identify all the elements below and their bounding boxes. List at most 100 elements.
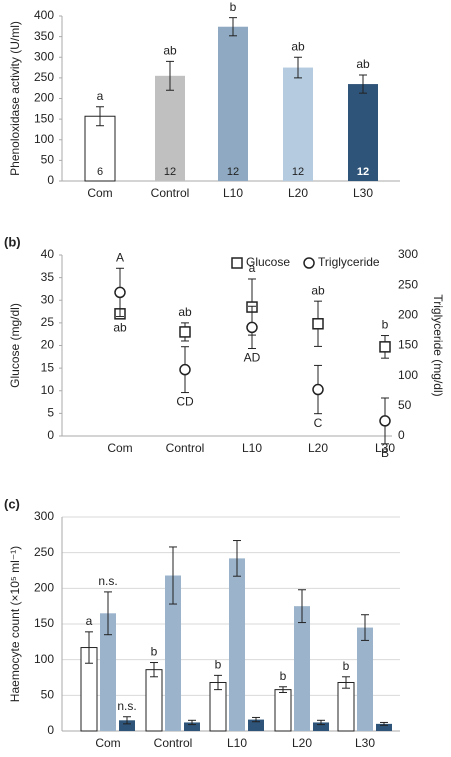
legend-marker	[231, 257, 243, 269]
y-tick-label: 40	[41, 247, 55, 261]
y2-axis-label: Triglyceride (mg/dl)	[431, 294, 445, 396]
sample-size: 6	[97, 166, 103, 178]
bar	[283, 67, 313, 181]
bar	[119, 720, 135, 731]
significance-label: b	[343, 659, 350, 673]
sample-size: 12	[227, 166, 239, 178]
x-tick-label: L20	[308, 441, 328, 455]
y-axis-label: Phenoloxidase activity (U/ml)	[8, 21, 22, 176]
y2-tick-label: 300	[398, 247, 418, 261]
x-tick-label: Com	[95, 736, 120, 750]
y-tick-label: 50	[41, 153, 55, 167]
sample-size: 12	[292, 166, 304, 178]
x-tick-label: L10	[223, 186, 243, 200]
x-tick-label: L10	[242, 441, 262, 455]
significance-label: ab	[291, 39, 305, 53]
x-tick-label: L20	[288, 186, 308, 200]
x-tick-label: L10	[227, 736, 247, 750]
significance-label: C	[314, 416, 323, 430]
sample-size: 12	[164, 166, 176, 178]
bar	[229, 558, 245, 731]
y-tick-label: 400	[34, 8, 54, 22]
significance-label: ab	[311, 283, 325, 297]
bar	[294, 606, 310, 731]
y-tick-label: 50	[41, 688, 55, 702]
significance-label: b	[215, 658, 222, 672]
bar	[313, 722, 329, 731]
y-tick-label: 10	[41, 383, 55, 397]
y-tick-label: 100	[34, 132, 54, 146]
bar	[274, 689, 292, 732]
sample-size: 12	[357, 166, 369, 178]
significance-label: a	[86, 614, 93, 628]
significance-label: B	[381, 446, 389, 460]
y-tick-label: 150	[34, 616, 54, 630]
significance-label: b	[280, 669, 287, 683]
y-tick-label: 200	[34, 581, 54, 595]
x-tick-label: L20	[292, 736, 312, 750]
legend-marker	[303, 257, 315, 269]
bar	[184, 722, 200, 731]
y-tick-label: 200	[34, 91, 54, 105]
y-tick-label: 0	[47, 173, 54, 187]
y-tick-label: 100	[34, 652, 54, 666]
bar	[100, 613, 116, 731]
bar	[165, 575, 181, 731]
bar	[155, 75, 185, 181]
y-tick-label: 300	[34, 49, 54, 63]
y2-tick-label: 150	[398, 338, 418, 352]
point	[312, 318, 324, 330]
bar	[145, 669, 163, 732]
bar	[348, 84, 378, 181]
legend-label: Glucose	[246, 255, 290, 269]
significance-label: ab	[178, 305, 192, 319]
panel-label: (b)	[4, 234, 21, 249]
y-axis-label: Haemocyte count (×10⁵ ml⁻¹)	[8, 546, 22, 702]
point	[246, 321, 258, 334]
significance-label: a	[249, 261, 256, 275]
y2-tick-label: 200	[398, 308, 418, 322]
significance-label: b	[230, 0, 237, 14]
y-tick-label: 0	[47, 723, 54, 737]
significance-label: b	[151, 645, 158, 659]
y2-tick-label: 250	[398, 277, 418, 291]
y-tick-label: 350	[34, 29, 54, 43]
legend-label: Triglyceride	[318, 255, 380, 269]
significance-label: a	[97, 89, 104, 103]
x-tick-label: Control	[151, 186, 190, 200]
point	[312, 383, 324, 396]
point	[179, 326, 191, 338]
bar	[248, 719, 264, 731]
y2-tick-label: 100	[398, 368, 418, 382]
point	[379, 341, 391, 353]
bar	[376, 723, 392, 731]
significance-label: AD	[244, 351, 261, 365]
significance-label: n.s.	[98, 574, 117, 588]
point	[379, 415, 391, 427]
y2-tick-label: 0	[398, 428, 405, 442]
y-tick-label: 5	[47, 406, 54, 420]
y-tick-label: 25	[41, 315, 55, 329]
point	[114, 286, 126, 299]
significance-label: CD	[176, 395, 194, 409]
y-tick-label: 30	[41, 292, 55, 306]
bar	[357, 627, 373, 731]
significance-label: ab	[163, 44, 177, 58]
x-tick-label: L30	[375, 441, 395, 455]
significance-label: n.s.	[117, 699, 136, 713]
y-tick-label: 35	[41, 270, 55, 284]
y2-tick-label: 50	[398, 398, 412, 412]
significance-label: ab	[356, 57, 370, 71]
x-tick-label: Com	[87, 186, 112, 200]
significance-label: ab	[113, 321, 127, 335]
bar	[84, 115, 116, 182]
bar	[337, 681, 355, 732]
y-tick-label: 0	[47, 428, 54, 442]
y-tick-label: 150	[34, 111, 54, 125]
x-tick-label: Control	[154, 736, 193, 750]
y-tick-label: 20	[41, 338, 55, 352]
x-tick-label: Control	[166, 441, 205, 455]
significance-label: b	[382, 318, 389, 332]
significance-label: A	[116, 250, 124, 264]
